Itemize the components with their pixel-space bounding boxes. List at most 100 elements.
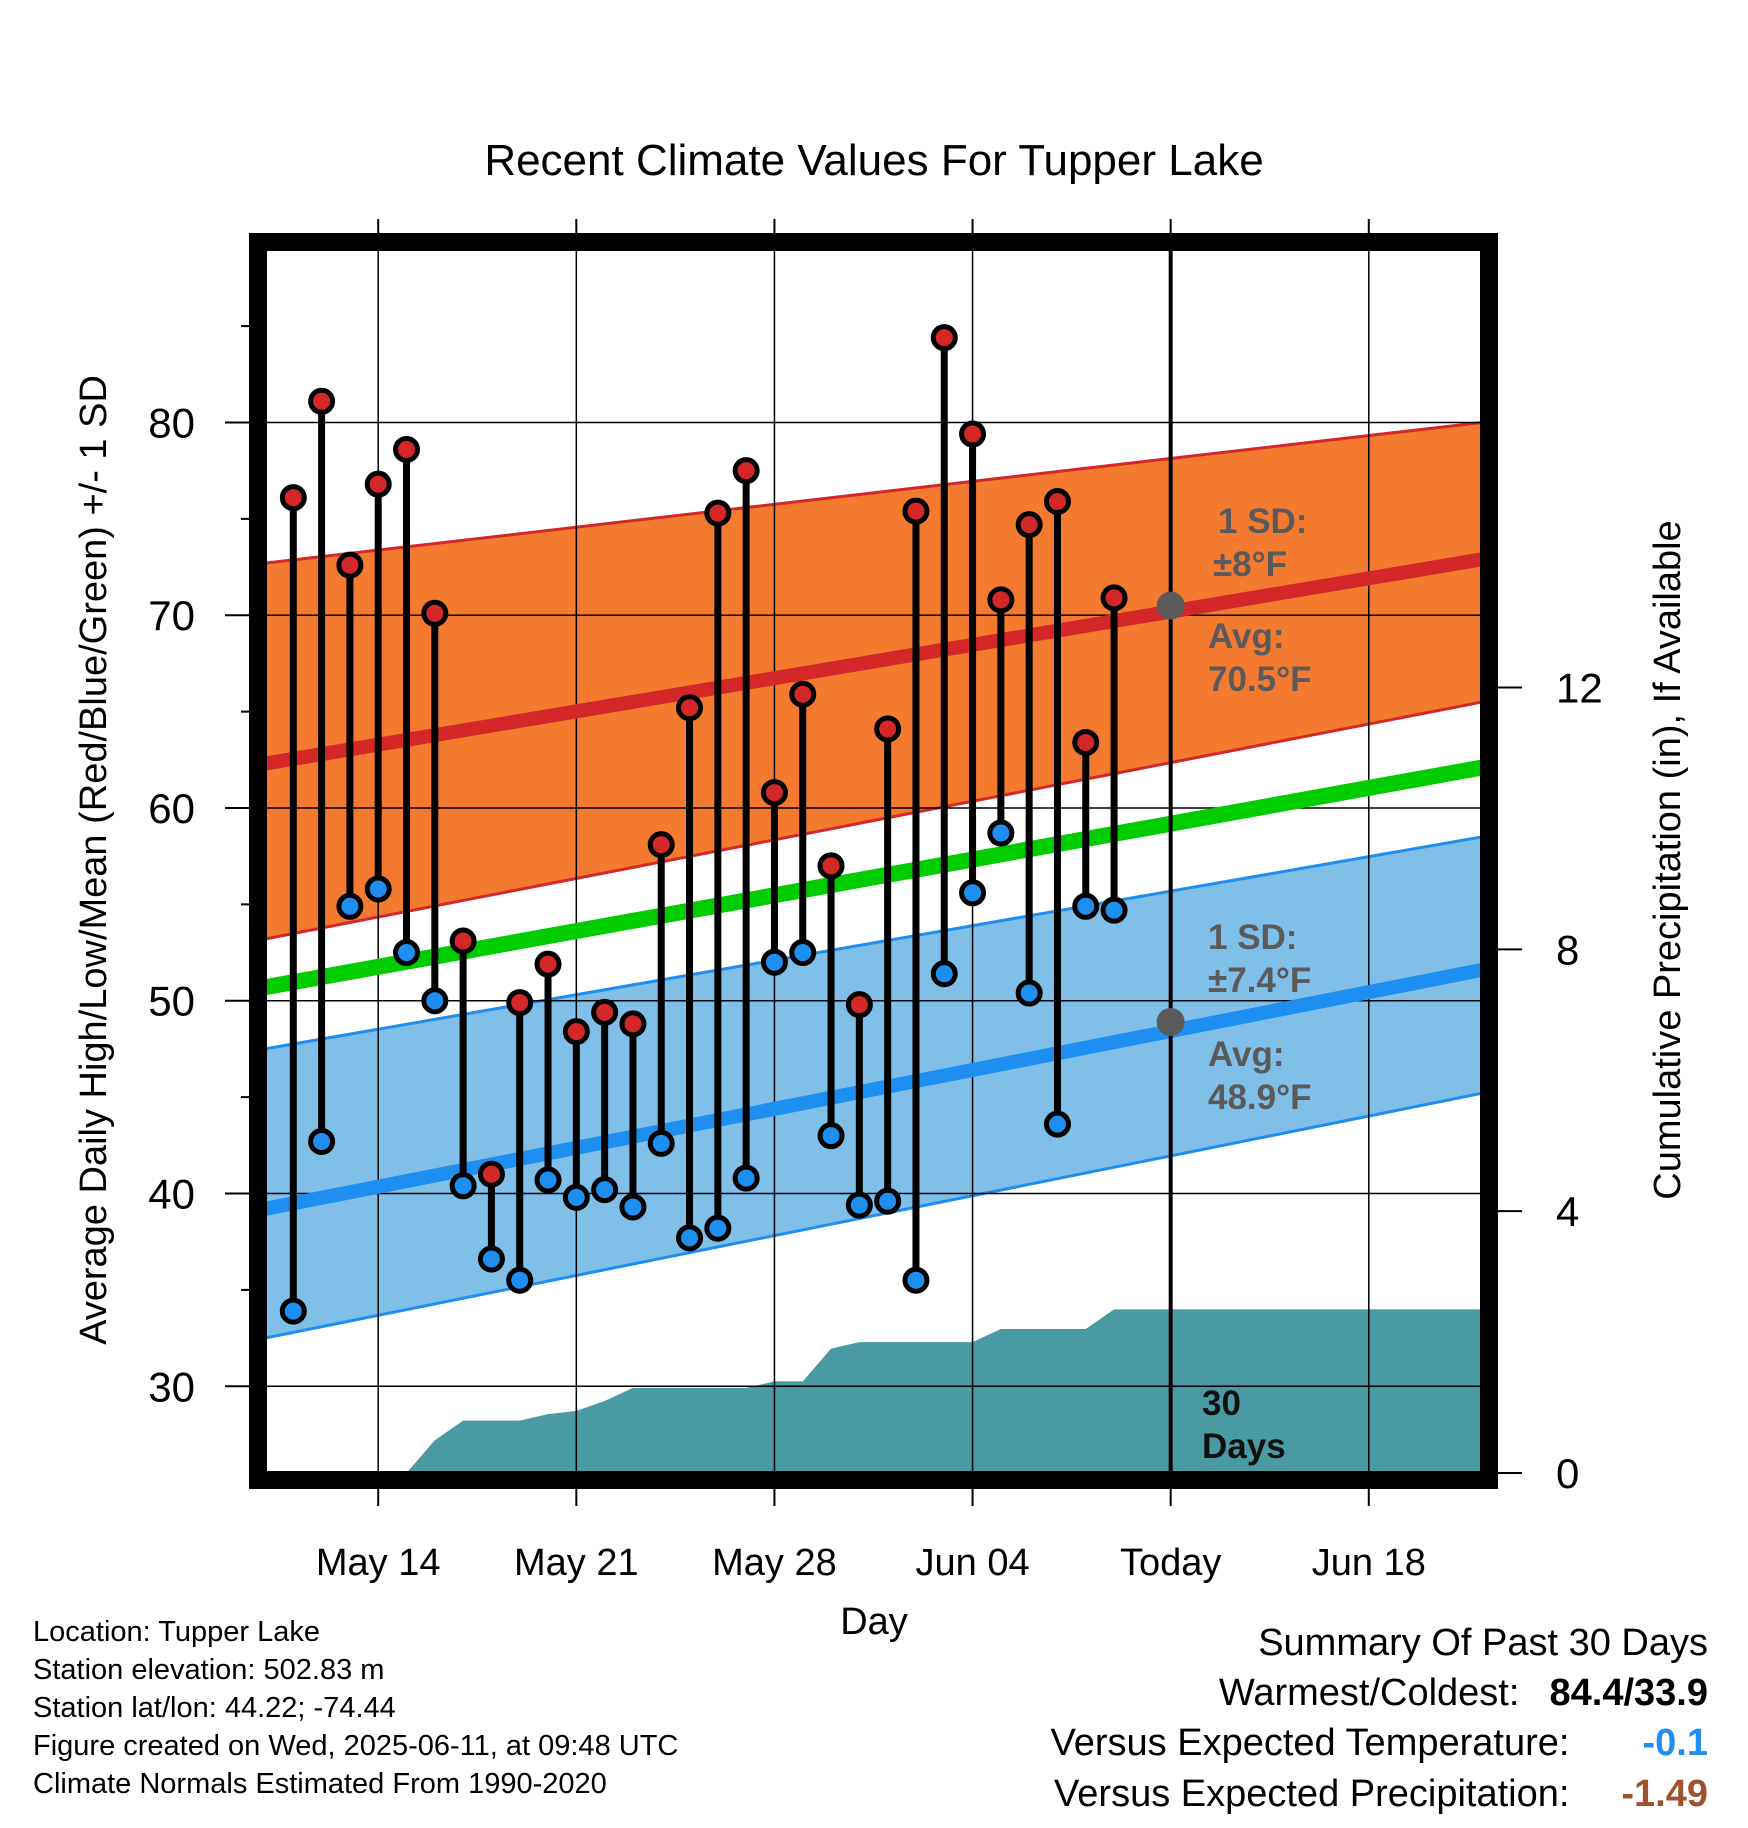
low-point: [647, 1129, 675, 1157]
high-point: [279, 484, 307, 512]
low-point: [959, 879, 987, 907]
high-point: [959, 420, 987, 448]
low-point: [591, 1176, 619, 1204]
low-point: [506, 1266, 534, 1294]
low-point: [421, 987, 449, 1015]
temp-value: -0.1: [1642, 1722, 1708, 1764]
high-point: [421, 599, 449, 627]
x-tick-label: Jun 04: [916, 1542, 1030, 1584]
high-point: [591, 998, 619, 1026]
high-point: [336, 551, 364, 579]
low-point: [393, 939, 421, 967]
y-tick-label: 80: [148, 399, 195, 446]
low-point: [336, 892, 364, 920]
y-tick-label: 40: [148, 1171, 195, 1218]
low-sd-value: ±7.4°F: [1208, 961, 1311, 1000]
high-point: [1072, 728, 1100, 756]
precip-label: Versus Expected Precipitation:: [1054, 1773, 1570, 1815]
y-tick-label: 50: [148, 978, 195, 1025]
high-point: [817, 852, 845, 880]
high-sd-value: ±8°F: [1213, 545, 1287, 584]
high-point: [987, 586, 1015, 614]
low-point: [1072, 892, 1100, 920]
high-point: [647, 831, 675, 859]
x-axis-label: Day: [840, 1601, 908, 1643]
high-point: [1043, 488, 1071, 516]
y2-tick-label: 0: [1556, 1450, 1579, 1497]
summary-precipitation: Versus Expected Precipitation: -1.49: [1054, 1773, 1708, 1816]
elevation-text: Station elevation: 502.83 m: [33, 1654, 385, 1686]
warm-cold-label: Warmest/Coldest:: [1218, 1672, 1520, 1714]
low-point: [279, 1297, 307, 1325]
precipitation-area: [406, 1309, 1482, 1473]
low-point: [874, 1187, 902, 1215]
low-point: [704, 1214, 732, 1242]
high-sd-band: [265, 420, 1482, 941]
high-point: [930, 324, 958, 352]
low-point: [562, 1183, 590, 1211]
high-avg-label: Avg:: [1208, 617, 1284, 656]
temp-label: Versus Expected Temperature:: [1050, 1722, 1570, 1764]
low-point: [930, 960, 958, 988]
normals-text: Climate Normals Estimated From 1990-2020: [33, 1768, 607, 1800]
summary-temperature: Versus Expected Temperature: -0.1: [1051, 1722, 1708, 1765]
high-average-line: [265, 552, 1482, 771]
low-point: [845, 1191, 873, 1219]
high-point: [760, 779, 788, 807]
high-point: [732, 457, 760, 485]
summary-title: Summary Of Past 30 Days: [1258, 1622, 1708, 1664]
low-point: [817, 1122, 845, 1150]
low-point: [1100, 896, 1128, 924]
low-point: [477, 1245, 505, 1273]
high-point: [364, 470, 392, 498]
y2-tick-label: 12: [1556, 665, 1603, 712]
y-tick-label: 70: [148, 592, 195, 639]
low-point: [760, 948, 788, 976]
low-point: [364, 875, 392, 903]
high-point: [845, 991, 873, 1019]
low-average-line: [265, 963, 1482, 1216]
station-info: Location: Tupper Lake Station elevation:…: [33, 1613, 678, 1803]
summary-warm-cold: Warmest/Coldest: 84.4/33.9: [1219, 1672, 1708, 1715]
x-tick-label: May 14: [316, 1542, 441, 1584]
high-point: [477, 1160, 505, 1188]
low-point: [308, 1127, 336, 1155]
high-point: [534, 950, 562, 978]
high-point: [676, 694, 704, 722]
x-tick-label: Today: [1120, 1542, 1221, 1584]
high-point: [789, 680, 817, 708]
created-text: Figure created on Wed, 2025-06-11, at 09…: [33, 1730, 679, 1762]
x-tick-label: May 21: [514, 1542, 639, 1584]
warm-cold-value: 84.4/33.9: [1549, 1672, 1708, 1714]
high-point: [308, 387, 336, 415]
low-point: [449, 1172, 477, 1200]
low-avg-value: 48.9°F: [1208, 1078, 1312, 1117]
plot-frame: [249, 233, 1498, 1489]
today-high-average-marker: [1156, 591, 1185, 620]
y-tick-label: 60: [148, 785, 195, 832]
high-point: [902, 497, 930, 525]
x-tick-label: May 28: [712, 1542, 837, 1584]
latlon-text: Station lat/lon: 44.22; -74.44: [33, 1692, 396, 1724]
high-point: [449, 927, 477, 955]
days-label-number: 30: [1202, 1384, 1241, 1423]
low-avg-label: Avg:: [1208, 1035, 1284, 1074]
y2-axis-label: Cumulative Precipitation (in), If Availa…: [1647, 520, 1689, 1199]
today-low-average-marker: [1156, 1007, 1185, 1036]
low-point: [534, 1166, 562, 1194]
days-label-text: Days: [1202, 1427, 1286, 1466]
high-point: [874, 715, 902, 743]
y-tick-label: 30: [148, 1363, 195, 1410]
y-axis-label: Average Daily High/Low/Mean (Red/Blue/Gr…: [73, 375, 115, 1345]
low-point: [1043, 1110, 1071, 1138]
low-point: [902, 1266, 930, 1294]
low-point: [619, 1193, 647, 1221]
low-sd-label: 1 SD:: [1208, 918, 1297, 957]
high-point: [393, 435, 421, 463]
low-point: [789, 939, 817, 967]
chart-title: Recent Climate Values For Tupper Lake: [484, 136, 1263, 185]
high-point: [562, 1018, 590, 1046]
high-point: [1100, 584, 1128, 612]
y2-tick-label: 8: [1556, 926, 1579, 973]
